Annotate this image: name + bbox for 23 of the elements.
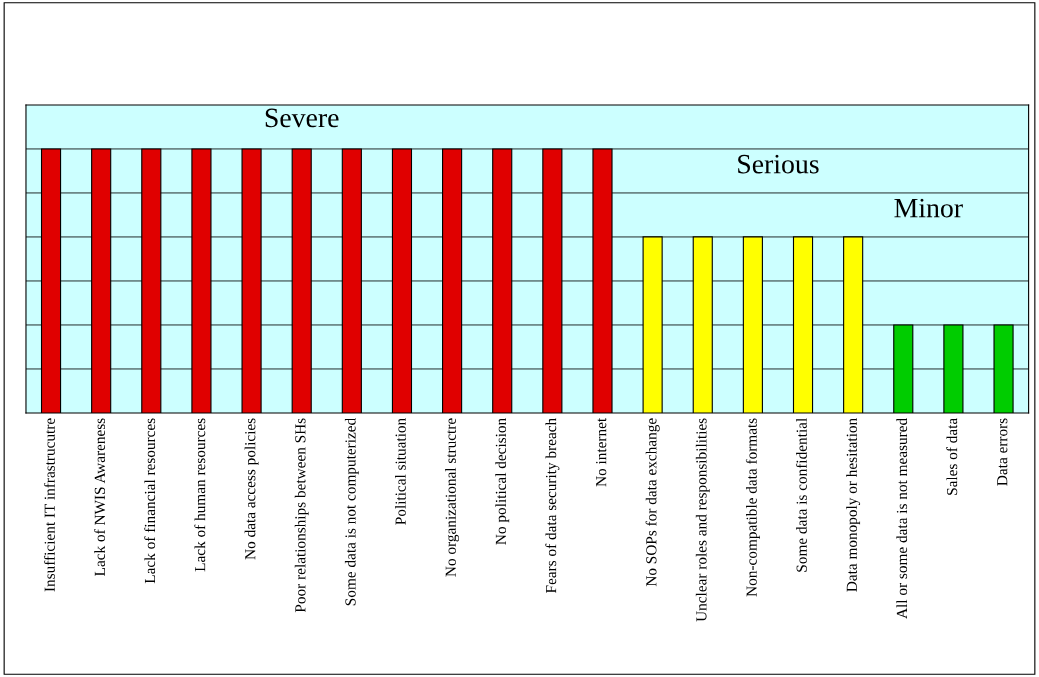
x-tick-label: Lack of financial resources bbox=[144, 418, 156, 584]
x-tick-label: Non-compatible data formats bbox=[745, 418, 760, 597]
x-tick-label: Insufficient IT infrastrucutre bbox=[43, 418, 55, 592]
x-tick-label: Sales of data bbox=[946, 418, 958, 495]
text: Severe bbox=[265, 108, 339, 128]
x-tick-label: No organizational structre bbox=[445, 418, 460, 577]
x-tick-label: Poor relationships between SHs bbox=[294, 418, 309, 613]
x-tick-label: Political situation bbox=[395, 418, 406, 525]
x-tick-label: Fears of data security breach bbox=[545, 418, 560, 594]
x-tick-label: All or some data is not measured bbox=[896, 418, 908, 619]
x-tick-label: No SOPs for data exchange bbox=[645, 418, 660, 587]
x-tick-label: No data access policies bbox=[244, 418, 259, 560]
x-tick-label: Lack of human resources bbox=[194, 418, 206, 572]
x-tick-label: Data errors bbox=[997, 418, 1008, 486]
x-tick-label: Data monopoly or hesitation bbox=[846, 418, 861, 592]
x-tick-label: Some data is confidential bbox=[795, 418, 807, 572]
x-tick-label: No internet bbox=[596, 417, 607, 487]
x-tick-label: Unclear roles and responsibilities bbox=[695, 418, 710, 622]
x-tick-label: Some data is not computerized bbox=[344, 418, 359, 606]
x-tick-label: Lack of NWIS Awareness bbox=[94, 418, 106, 576]
x-tick-label: No political decision bbox=[495, 418, 510, 545]
annotation: Serious bbox=[738, 154, 819, 174]
annotation: Minor bbox=[894, 198, 963, 218]
